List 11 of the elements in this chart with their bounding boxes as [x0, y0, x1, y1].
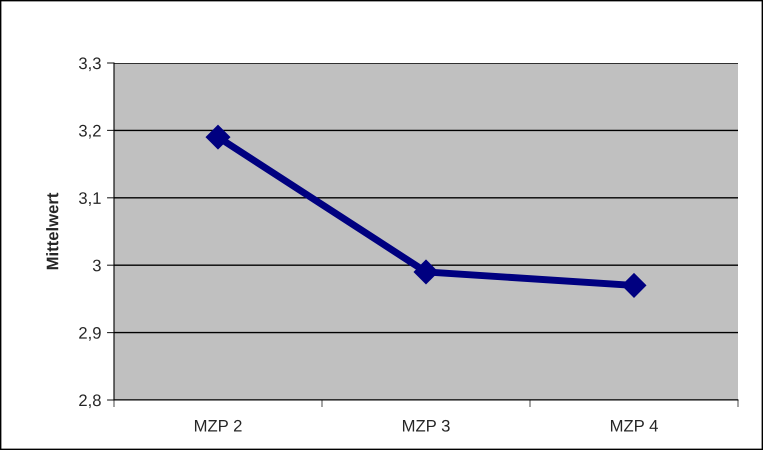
x-tick-label: MZP 3	[402, 420, 450, 432]
y-tick-label: 3,2	[78, 124, 101, 139]
y-tick-label: 3,3	[78, 57, 101, 72]
y-axis-title: Mittelwert	[46, 192, 58, 270]
y-tick-label: 3	[92, 260, 101, 272]
y-tick-label: 3,1	[78, 192, 101, 206]
y-tick-label: 2,8	[79, 394, 101, 408]
point	[206, 124, 230, 150]
y-tick-label: 2,9	[79, 327, 101, 341]
x-tick-label: MZP 2	[194, 420, 242, 432]
x-tick-label: MZP 4	[610, 420, 658, 432]
